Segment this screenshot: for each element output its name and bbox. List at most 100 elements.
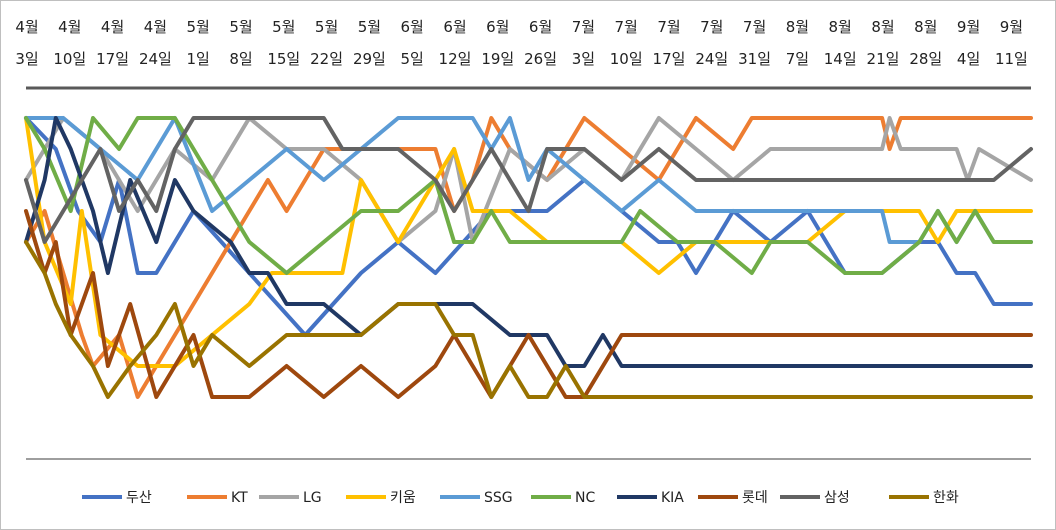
x-tick-month: 8월 (829, 18, 852, 36)
series-line-5 (24, 116, 1033, 275)
x-tick-day: 24일 (139, 50, 172, 68)
legend-item: LG (259, 490, 322, 506)
legend-item: KT (187, 490, 248, 506)
x-tick-month: 9월 (1000, 18, 1023, 36)
legend-item: 롯데 (698, 490, 768, 506)
x-tick-month: 7월 (657, 18, 680, 36)
x-tick-label: 6월 12일 (439, 18, 472, 68)
x-tick-month: 5월 (315, 18, 338, 36)
legend-label: 한화 (933, 490, 959, 506)
x-tick-label: 8월 7일 (786, 18, 809, 68)
x-tick-label: 8월 28일 (909, 18, 942, 68)
series-line-8 (24, 116, 1033, 244)
x-tick-day: 19일 (481, 50, 514, 68)
x-tick-day: 4일 (957, 50, 980, 68)
series-line-6 (24, 116, 1033, 368)
x-tick-day: 29일 (353, 50, 386, 68)
x-tick-month: 4월 (15, 18, 38, 36)
x-tick-label: 8월 21일 (867, 18, 900, 68)
x-tick-day: 21일 (867, 50, 900, 68)
x-tick-month: 4월 (58, 18, 81, 36)
x-tick-day: 24일 (695, 50, 728, 68)
legend-item: 두산 (82, 490, 152, 506)
legend-label: 롯데 (742, 490, 768, 506)
legend: 두산 KT LG 키움 SSG NC KIA 롯데 삼성 한화 (82, 490, 959, 506)
legend-label: KT (231, 490, 248, 506)
x-tick-label: 5월 22일 (310, 18, 343, 68)
x-tick-label: 9월 4일 (957, 18, 980, 68)
x-tick-day: 10일 (610, 50, 643, 68)
x-tick-label: 5월 15일 (267, 18, 300, 68)
x-tick-month: 5월 (229, 18, 252, 36)
x-tick-day: 12일 (439, 50, 472, 68)
x-tick-day: 31일 (738, 50, 771, 68)
x-tick-month: 6월 (486, 18, 509, 36)
x-tick-day: 7일 (786, 50, 809, 68)
x-tick-month: 7월 (743, 18, 766, 36)
x-tick-month: 5월 (187, 18, 210, 36)
x-tick-month: 6월 (443, 18, 466, 36)
series-line-2 (24, 116, 1033, 244)
x-tick-month: 9월 (957, 18, 980, 36)
series-lines (24, 116, 1033, 399)
legend-label: SSG (484, 490, 513, 506)
x-tick-day: 26일 (524, 50, 557, 68)
x-tick-month: 8월 (871, 18, 894, 36)
x-tick-month: 6월 (529, 18, 552, 36)
x-tick-label: 4월 3일 (15, 18, 38, 68)
legend-label: LG (303, 490, 322, 506)
x-tick-day: 3일 (15, 50, 38, 68)
legend-item: SSG (440, 490, 513, 506)
x-tick-label: 7월 3일 (572, 18, 595, 68)
x-tick-month: 8월 (786, 18, 809, 36)
series-line-9 (24, 240, 1033, 399)
x-tick-label: 9월 11일 (995, 18, 1028, 68)
x-tick-label: 4월 10일 (53, 18, 86, 68)
x-tick-day: 28일 (909, 50, 942, 68)
x-tick-month: 7월 (615, 18, 638, 36)
x-tick-label: 5월 29일 (353, 18, 386, 68)
x-tick-month: 7월 (700, 18, 723, 36)
legend-label: KIA (661, 490, 684, 506)
x-tick-month: 4월 (144, 18, 167, 36)
x-tick-day: 17일 (653, 50, 686, 68)
x-tick-label: 7월 10일 (610, 18, 643, 68)
legend-label: NC (575, 490, 595, 506)
x-tick-day: 3일 (572, 50, 595, 68)
legend-label: 키움 (390, 490, 416, 506)
x-tick-month: 6월 (401, 18, 424, 36)
x-tick-month: 5월 (358, 18, 381, 36)
legend-label: 삼성 (824, 490, 850, 506)
x-tick-day: 17일 (96, 50, 129, 68)
x-tick-label: 5월 8일 (229, 18, 252, 68)
x-tick-day: 8일 (229, 50, 252, 68)
x-tick-day: 1일 (187, 50, 210, 68)
x-tick-label: 6월 5일 (401, 18, 424, 68)
x-tick-day: 10일 (53, 50, 86, 68)
x-tick-day: 22일 (310, 50, 343, 68)
series-line-7 (24, 209, 1033, 399)
x-tick-label: 5월 1일 (187, 18, 210, 68)
x-tick-day: 15일 (267, 50, 300, 68)
legend-item: KIA (617, 490, 684, 506)
x-tick-month: 5월 (272, 18, 295, 36)
x-tick-label: 8월 14일 (824, 18, 857, 68)
legend-item: 키움 (346, 490, 416, 506)
x-tick-label: 4월 24일 (139, 18, 172, 68)
legend-item: 삼성 (780, 490, 850, 506)
legend-item: 한화 (889, 490, 959, 506)
legend-item: NC (531, 490, 595, 506)
x-tick-day: 5일 (401, 50, 424, 68)
x-tick-label: 7월 24일 (695, 18, 728, 68)
x-tick-month: 8월 (914, 18, 937, 36)
series-line-3 (24, 116, 1033, 368)
x-tick-labels: 4월 3일 4월 10일 4월 17일 4월 24일 5월 1일 5월 8일 5월 15일 5월 22일 5월 2… (15, 18, 1028, 68)
x-tick-label: 7월 17일 (653, 18, 686, 68)
x-tick-label: 6월 26일 (524, 18, 557, 68)
x-tick-label: 4월 17일 (96, 18, 129, 68)
x-tick-day: 11일 (995, 50, 1028, 68)
legend-label: 두산 (126, 490, 152, 506)
x-tick-day: 14일 (824, 50, 857, 68)
